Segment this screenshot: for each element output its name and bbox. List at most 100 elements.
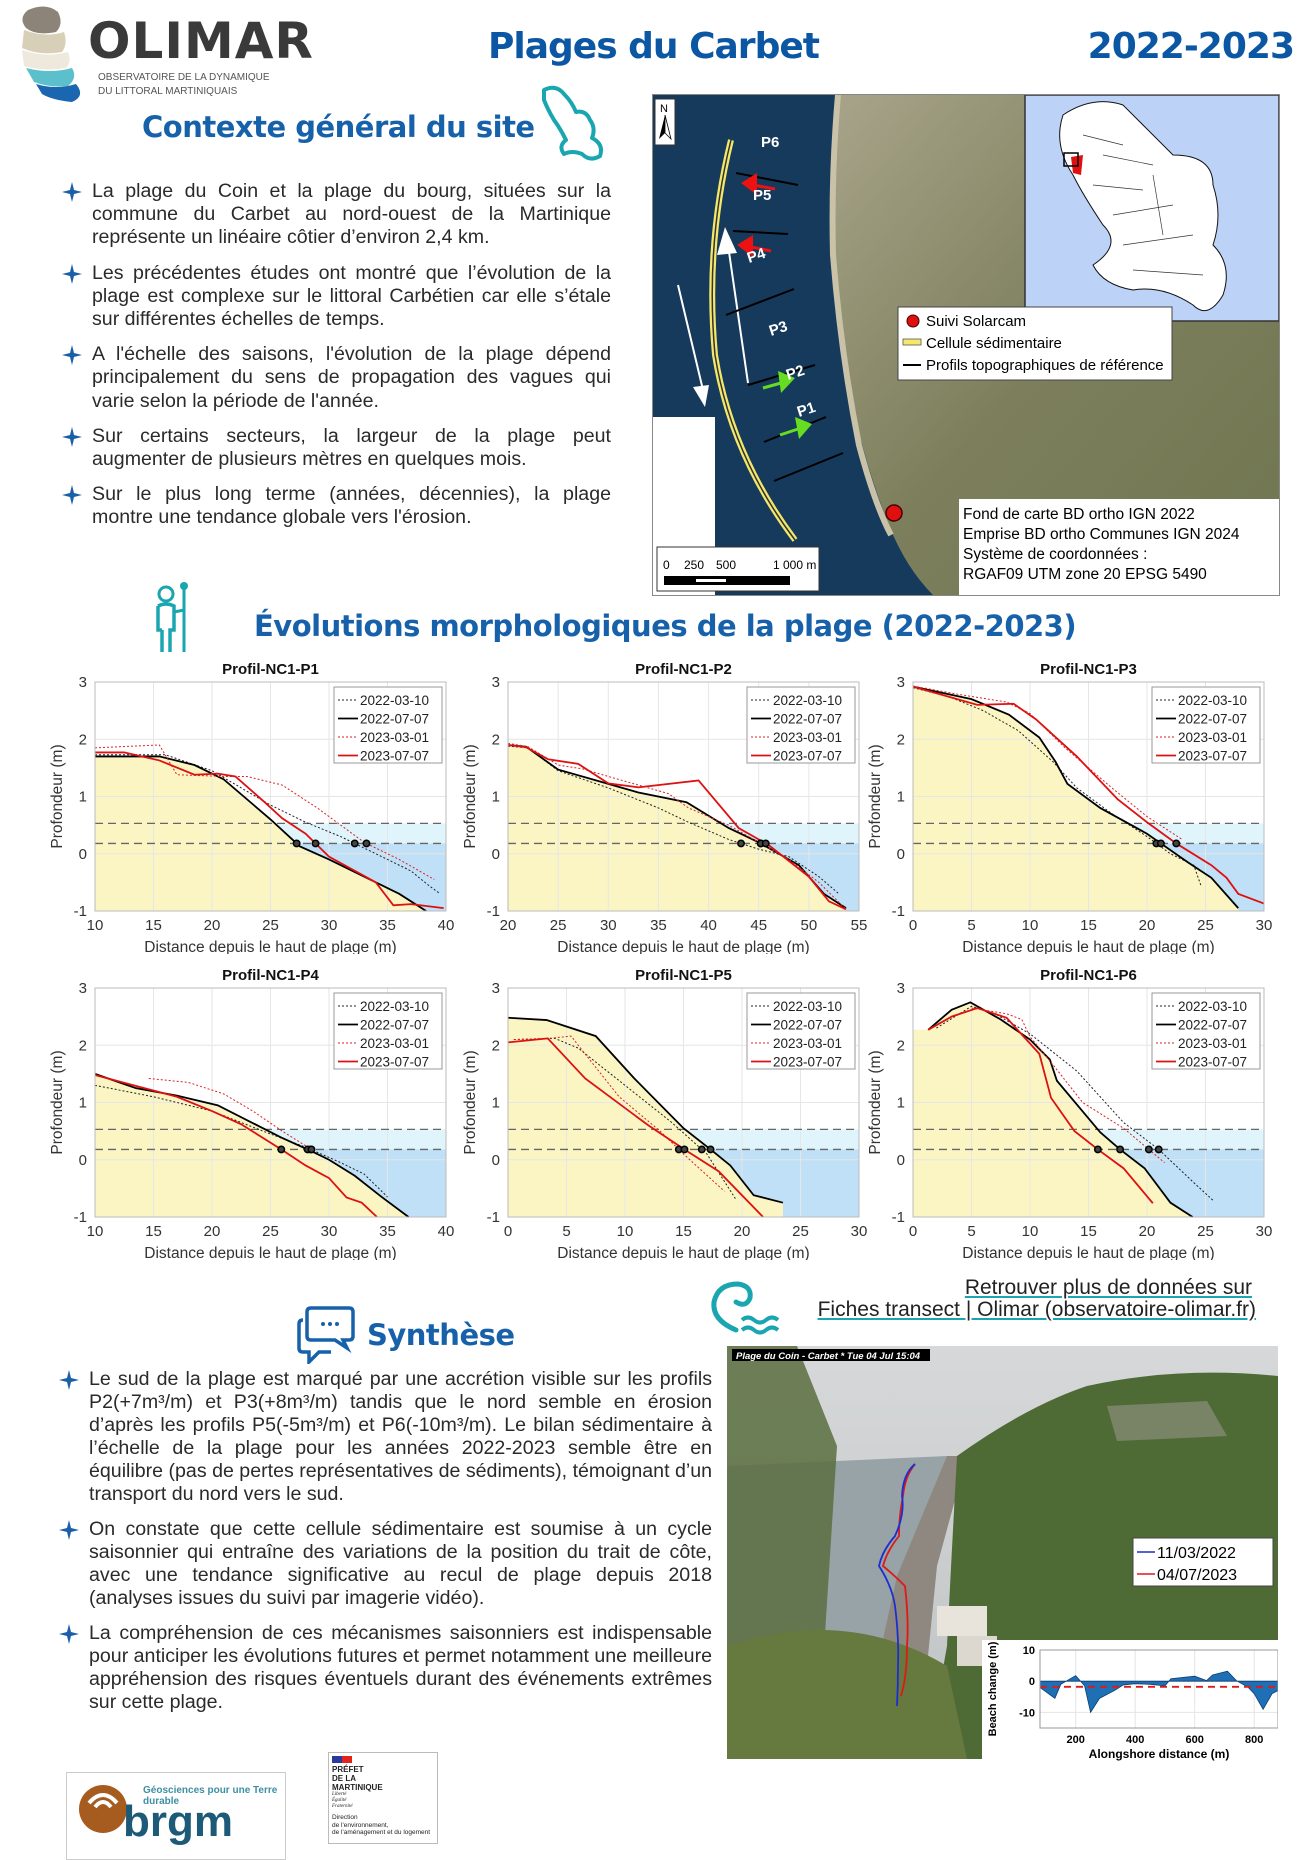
legend-label: 2022-07-07: [773, 712, 842, 727]
profile-series-line: [513, 1037, 737, 1201]
beach-change-chart: 200 400 600 800 10 0 -10 Alongshore distance (m…: [982, 1640, 1278, 1768]
evolution-heading: Évolutions morphologiques de la plage (2…: [254, 609, 1077, 643]
y-tick-label: 0: [79, 1152, 87, 1169]
synthesis-bullets: Le sud de la plage est marqué par une ac…: [59, 1368, 712, 1726]
y-tick-label: -1: [74, 1209, 87, 1226]
bullet-text: Sur le plus long terme (années, décennie…: [92, 483, 611, 529]
legend-label: 2023-07-07: [1178, 749, 1247, 764]
map-legend: Suivi Solarcam Cellule sédimentaire Prof…: [897, 306, 1173, 381]
fiches-transect-link[interactable]: Fiches transect | Olimar (observatoire-o…: [817, 1298, 1256, 1321]
martinique-logo-icon: [22, 6, 81, 102]
y-tick-label: 3: [79, 674, 87, 691]
inset-map: [1024, 95, 1279, 322]
shoreline-marker: [1154, 1145, 1163, 1154]
map-canvas: P1 P2 P3 P4 P5 P6 N 0 250 500 1 000 m: [653, 95, 1279, 595]
x-tick-label: 10: [87, 917, 104, 934]
legend-label: 2023-07-07: [360, 749, 429, 764]
star-bullet-icon: [59, 1370, 79, 1390]
y-tick-label: 1: [79, 789, 87, 806]
shoreline-2022: [878, 1463, 916, 1707]
y-tick-label: -1: [487, 903, 500, 920]
photo-legend: 11/03/2022 04/07/2023: [1132, 1537, 1274, 1587]
legend-label: 2023-03-01: [773, 1036, 842, 1051]
prefet-logo: PRÉFET DE LA MARTINIQUE Liberté Égalité …: [328, 1752, 438, 1844]
legend-label: 2023-07-07: [1178, 1055, 1247, 1070]
olimar-logo: OLIMAR OBSERVATOIRE DE LA DYNAMIQUE DU L…: [6, 2, 316, 102]
x-tick-label: 45: [750, 917, 767, 934]
scale-bar: 0 250 500 1 000 m: [656, 546, 820, 592]
solarcam-marker: [885, 504, 903, 522]
y-tick-label: 2: [79, 1037, 87, 1054]
prefet-motto: Fraternité: [332, 1804, 353, 1809]
bullet-text: Sur certains secteurs, la largeur de la …: [92, 424, 611, 471]
y-tick-label: 3: [492, 980, 500, 997]
wave-icon: [711, 1281, 780, 1335]
photo-caption: Plage du Coin - Carbet * Tue 04 Jul 15:0…: [736, 1351, 921, 1362]
x-tick-label: 30: [321, 1223, 338, 1240]
x-tick-label: 30: [1256, 1223, 1273, 1240]
y-tick-label: 10: [1023, 1645, 1035, 1657]
x-tick-label: 200: [1067, 1734, 1085, 1746]
prefet-direction: de l'aménagement et du logement: [332, 1829, 431, 1836]
shoreline-marker: [1172, 839, 1181, 848]
shoreline-marker: [761, 839, 770, 848]
profile-label-p2: P2: [784, 362, 807, 384]
x-axis-label: Distance depuis le haut de plage (m): [962, 1245, 1214, 1260]
x-tick-label: 40: [438, 1223, 455, 1240]
x-tick-label: 15: [1080, 917, 1097, 934]
shoreline-marker: [706, 1145, 715, 1154]
beach-change-area: [1039, 1670, 1278, 1714]
profile-series-line: [507, 1037, 764, 1218]
sand-area: [508, 744, 846, 911]
bullet-text: La compréhension de ces mécanismes saiso…: [89, 1622, 712, 1713]
bullet-text: A l'échelle des saisons, l'évolution de …: [92, 343, 611, 412]
x-tick-label: 400: [1126, 1734, 1144, 1746]
y-tick-label: -1: [892, 1209, 905, 1226]
x-axis-label: Alongshore distance (m): [1089, 1747, 1230, 1761]
chat-bubble-icon: [297, 1306, 355, 1364]
synthesis-bullet: Le sud de la plage est marqué par une ac…: [59, 1368, 712, 1506]
prefet-line: PRÉFET: [332, 1765, 364, 1774]
y-tick-label: -1: [74, 903, 87, 920]
x-tick-label: 600: [1186, 1734, 1204, 1746]
shoreline-marker: [680, 1145, 689, 1154]
legend-label: 2022-03-10: [1178, 693, 1247, 708]
martinique-outline-icon: [542, 85, 603, 161]
chart-title: Profil-NC1-P2: [635, 661, 732, 678]
y-tick-label: 3: [897, 674, 905, 691]
x-tick-label: 20: [1139, 917, 1156, 934]
x-tick-label: 30: [851, 1223, 868, 1240]
x-tick-label: 5: [562, 1223, 570, 1240]
legend-label: 2022-03-10: [1178, 999, 1247, 1014]
legend-label: 2022-03-10: [773, 999, 842, 1014]
y-tick-label: 1: [897, 1095, 905, 1112]
legend-label: 2023-07-07: [773, 1055, 842, 1070]
profile-series-line: [927, 1001, 1194, 1218]
x-tick-label: 25: [262, 1223, 279, 1240]
plot-frame: [912, 681, 1265, 912]
profile-series-line: [94, 1074, 378, 1218]
legend-label: 2023-07-07: [773, 749, 842, 764]
shoreline-2023: [881, 1463, 916, 1697]
shoreline-marker: [307, 1145, 316, 1154]
legend-label: 2022-07-07: [360, 712, 429, 727]
context-bullet: La plage du Coin et la plage du bourg, s…: [62, 180, 611, 250]
logo-subtitle-1: OBSERVATOIRE DE LA DYNAMIQUE: [98, 72, 270, 83]
profile-label-p6: P6: [761, 134, 779, 151]
x-tick-label: 25: [1197, 1223, 1214, 1240]
x-axis-label: Distance depuis le haut de plage (m): [144, 1245, 396, 1260]
context-heading: Contexte général du site: [142, 110, 535, 144]
plot-frame: [507, 987, 860, 1218]
legend-label: 2023-03-01: [360, 730, 429, 745]
y-tick-label: 0: [897, 1152, 905, 1169]
profile-series-line: [513, 1035, 725, 1192]
y-tick-label: -1: [892, 903, 905, 920]
legend-profiles: Profils topographiques de référence: [926, 357, 1164, 374]
y-tick-label: -10: [1019, 1707, 1035, 1719]
map-credits: Fond de carte BD ortho IGN 2022 Emprise …: [959, 499, 1279, 595]
y-axis-label: Profondeur (m): [867, 744, 884, 848]
x-tick-label: 10: [617, 1223, 634, 1240]
x-tick-label: 25: [1197, 917, 1214, 934]
scale-label: 500: [716, 558, 736, 572]
profile-series-line: [507, 742, 847, 910]
